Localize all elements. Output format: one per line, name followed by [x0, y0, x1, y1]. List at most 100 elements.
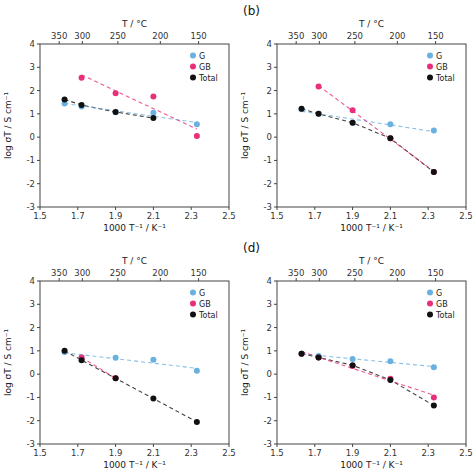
- y-tick-label: -3: [27, 202, 35, 212]
- x2-tick: [319, 278, 320, 281]
- x-tick-label: 1.5: [33, 211, 47, 221]
- x2-axis-label: T / °C: [121, 256, 147, 266]
- y-tick-label: -1: [27, 392, 35, 402]
- x-tick: [314, 444, 315, 447]
- x2-tick: [59, 41, 60, 44]
- panel-label: (d): [243, 241, 260, 255]
- x2-tick: [354, 278, 355, 281]
- data-point: [350, 120, 356, 126]
- y-tick: [274, 137, 277, 138]
- y-tick-label: 2: [30, 323, 35, 333]
- plot-data: [299, 351, 437, 409]
- y-tick: [274, 90, 277, 91]
- x-tick: [77, 444, 78, 447]
- data-point: [299, 351, 305, 357]
- y-tick-label: 3: [267, 62, 272, 72]
- y-tick-label: -3: [264, 439, 272, 449]
- series-line: [65, 351, 197, 422]
- x2-tick-label: 300: [311, 31, 327, 41]
- legend-marker: [427, 75, 433, 81]
- x2-tick: [397, 278, 398, 281]
- y-tick-label: 0: [30, 369, 35, 379]
- y-tick-label: 0: [30, 132, 35, 142]
- data-point: [387, 377, 393, 383]
- x2-axis-label: T / °C: [358, 19, 384, 29]
- legend-label: GB: [199, 63, 211, 72]
- x2-tick-label: 350: [51, 31, 67, 41]
- x2-tick-label: 350: [288, 268, 304, 278]
- y-tick: [274, 207, 277, 208]
- y-tick-label: -2: [27, 416, 35, 426]
- legend: GGBTotal: [190, 289, 218, 320]
- data-point: [79, 102, 85, 108]
- legend-label: G: [436, 52, 442, 61]
- y-tick: [37, 207, 40, 208]
- data-point: [150, 357, 156, 363]
- y-tick-label: -1: [27, 155, 35, 165]
- x2-tick: [82, 278, 83, 281]
- data-point: [299, 106, 305, 112]
- x-tick: [191, 207, 192, 210]
- trend-line: [302, 352, 434, 396]
- data-point: [431, 394, 437, 400]
- data-point: [387, 135, 393, 141]
- x-tick-label: 2.1: [384, 211, 398, 221]
- x-axis-label: 1000 T⁻¹ / K⁻¹: [103, 223, 166, 233]
- data-point: [113, 109, 119, 115]
- data-point: [350, 107, 356, 113]
- trend-line: [82, 75, 197, 129]
- x2-tick-label: 150: [427, 268, 443, 278]
- x2-tick-label: 300: [74, 268, 90, 278]
- legend: GGBTotal: [427, 52, 455, 83]
- y-tick: [274, 420, 277, 421]
- x2-tick: [117, 41, 118, 44]
- x2-tick-label: 200: [152, 31, 168, 41]
- x-tick: [314, 207, 315, 210]
- data-point: [194, 121, 200, 127]
- data-point: [316, 354, 322, 360]
- plot-frame: [277, 44, 466, 207]
- data-point: [150, 396, 156, 402]
- y-tick: [37, 374, 40, 375]
- x2-tick: [354, 41, 355, 44]
- x2-tick-label: 250: [110, 268, 126, 278]
- trend-line: [302, 354, 434, 367]
- x-tick: [390, 207, 391, 210]
- plot-frame: [277, 281, 466, 444]
- x2-tick: [117, 278, 118, 281]
- panel: 1.51.71.92.12.32.5-3-2-10123435030025020…: [240, 4, 473, 233]
- legend-label: GB: [436, 63, 448, 72]
- x-tick-label: 2.5: [459, 211, 473, 221]
- y-tick: [37, 160, 40, 161]
- data-point: [113, 355, 119, 361]
- x-tick: [229, 444, 230, 447]
- x-tick-label: 2.3: [184, 448, 198, 458]
- y-tick: [274, 67, 277, 68]
- panel: 1.51.71.92.12.32.5-3-2-10123435030025020…: [3, 19, 236, 233]
- data-point: [299, 351, 305, 357]
- x2-tick-label: 150: [427, 31, 443, 41]
- x-tick-label: 1.9: [346, 211, 360, 221]
- x2-tick: [82, 41, 83, 44]
- data-point: [113, 375, 119, 381]
- legend-marker: [190, 53, 196, 59]
- x-tick-label: 2.1: [384, 448, 398, 458]
- x2-tick-label: 300: [311, 268, 327, 278]
- x2-tick: [59, 278, 60, 281]
- y-tick: [37, 137, 40, 138]
- y-tick-label: -2: [27, 179, 35, 189]
- x-tick-label: 2.3: [421, 448, 435, 458]
- x2-tick-label: 250: [347, 268, 363, 278]
- x2-tick: [435, 278, 436, 281]
- x-tick: [466, 207, 467, 210]
- legend-label: Total: [198, 311, 218, 320]
- x-tick-label: 1.7: [308, 211, 322, 221]
- y-axis-label: log σT / S cm⁻¹: [3, 329, 13, 397]
- series-line: [302, 109, 434, 172]
- y-tick: [37, 113, 40, 114]
- plot-frame: [40, 44, 229, 207]
- x-tick-label: 2.5: [222, 448, 236, 458]
- trend-line: [82, 357, 116, 378]
- data-point: [113, 375, 119, 381]
- y-tick-label: 4: [30, 276, 35, 286]
